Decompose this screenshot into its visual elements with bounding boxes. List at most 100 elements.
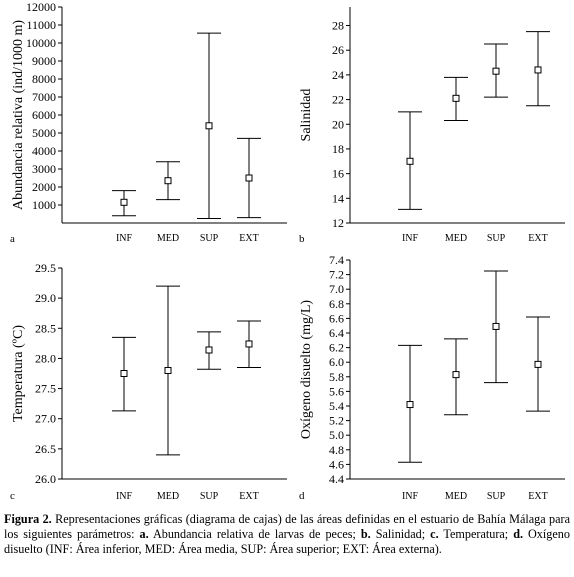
y-tick-label: 24 bbox=[332, 68, 344, 82]
panel-letter: a bbox=[10, 233, 15, 245]
x-category-label: MED bbox=[157, 491, 179, 502]
y-axis-title: Temperatura (ºC) bbox=[11, 325, 26, 422]
mean-marker-INF bbox=[120, 370, 128, 377]
y-tick-label: 28.5 bbox=[35, 321, 56, 335]
y-tick-label: 22 bbox=[332, 93, 344, 107]
mean-marker-EXT bbox=[245, 340, 253, 348]
y-axis-title: Abundancia relativa (ind/1000 m) bbox=[11, 20, 26, 210]
y-axis-title: Salinidad bbox=[299, 89, 314, 142]
y-tick-label: 26 bbox=[332, 43, 344, 57]
x-category-label: MED bbox=[445, 233, 467, 244]
y-tick-label: 29.0 bbox=[35, 291, 56, 305]
chart-panel-b: 12 14 16 18 20 22 24 26 28 INF MED SUP EXT Salinidad b bbox=[299, 7, 565, 245]
x-category-label: SUP bbox=[487, 491, 506, 502]
y-tick-label: 1000 bbox=[32, 198, 56, 212]
y-tick-label: 28 bbox=[332, 19, 344, 33]
y-tick-label: 14 bbox=[332, 191, 344, 205]
y-tick-label: 8000 bbox=[32, 72, 56, 86]
chart-panel-d: 4.44.64.85.05.25.45.65.86.06.26.46.66.87… bbox=[299, 253, 565, 502]
x-category-label: EXT bbox=[528, 491, 547, 502]
mean-marker-INF bbox=[406, 401, 414, 409]
caption-text-1: Representaciones gráficas (diagrama de c… bbox=[4, 512, 570, 541]
mean-marker-MED bbox=[164, 366, 172, 374]
y-tick-label: 6.0 bbox=[329, 355, 344, 369]
y-tick-label: 12000 bbox=[26, 0, 56, 14]
caption-key-b: b. bbox=[360, 527, 371, 541]
chart-panel-a: 1000 2000 3000 4000 5000 6000 7000 8000 9000 1000… bbox=[10, 0, 287, 245]
x-category-label: SUP bbox=[200, 491, 219, 502]
x-category-label: MED bbox=[445, 491, 467, 502]
mean-marker-SUP bbox=[492, 322, 500, 330]
mean-marker-INF bbox=[406, 157, 414, 165]
x-category-label: SUP bbox=[487, 233, 506, 244]
y-tick-label: 5.4 bbox=[329, 399, 344, 413]
x-category-label: INF bbox=[402, 233, 419, 244]
mean-marker-MED bbox=[452, 94, 460, 102]
y-tick-label: 6.2 bbox=[329, 341, 344, 355]
y-tick-label: 4.4 bbox=[329, 472, 344, 486]
y-tick-label: 11000 bbox=[26, 18, 56, 32]
caption-lead: Figura 2. bbox=[4, 512, 52, 526]
y-tick-label: 4000 bbox=[32, 144, 56, 158]
x-category-label: EXT bbox=[239, 233, 258, 244]
y-tick-label: 5000 bbox=[32, 126, 56, 140]
y-tick-label: 16 bbox=[332, 167, 344, 181]
mean-marker-EXT bbox=[534, 360, 542, 368]
y-tick-label: 28.0 bbox=[35, 351, 56, 365]
y-tick-label: 29.5 bbox=[35, 261, 56, 275]
y-tick-label: 27.5 bbox=[35, 382, 56, 396]
y-tick-label: 20 bbox=[332, 117, 344, 131]
y-tick-label: 10000 bbox=[26, 36, 56, 50]
panel-letter: c bbox=[10, 490, 15, 502]
panel-letter: d bbox=[299, 490, 305, 502]
y-tick-label: 6000 bbox=[32, 108, 56, 122]
mean-marker-INF bbox=[120, 198, 128, 206]
caption-key-d: d. bbox=[513, 527, 524, 541]
y-tick-label: 5.0 bbox=[329, 428, 344, 442]
y-tick-label: 5.8 bbox=[329, 370, 344, 384]
x-category-label: INF bbox=[116, 491, 133, 502]
y-tick-label: 9000 bbox=[32, 54, 56, 68]
mean-marker-SUP bbox=[205, 122, 213, 130]
panel-letter: b bbox=[299, 233, 305, 245]
y-tick-label: 4.6 bbox=[329, 457, 344, 471]
x-category-label: EXT bbox=[239, 491, 258, 502]
y-tick-label: 3000 bbox=[32, 162, 56, 176]
x-category-label: EXT bbox=[528, 233, 547, 244]
y-tick-label: 5.6 bbox=[329, 384, 344, 398]
y-tick-label: 6.6 bbox=[329, 311, 344, 325]
y-tick-label: 7.0 bbox=[329, 282, 344, 296]
y-tick-label: 7.4 bbox=[329, 253, 344, 267]
figure-panels: 1000 2000 3000 4000 5000 6000 7000 8000 9000 1000… bbox=[10, 0, 565, 502]
mean-marker-MED bbox=[164, 177, 172, 185]
y-tick-label: 4.8 bbox=[329, 443, 344, 457]
caption-text-3: Salinidad; bbox=[370, 527, 431, 541]
mean-marker-EXT bbox=[534, 66, 542, 74]
y-axis-title: Oxígeno disuelto (mg/L) bbox=[299, 300, 314, 440]
y-tick-label: 7000 bbox=[32, 90, 56, 104]
x-category-label: INF bbox=[116, 233, 133, 244]
caption-text-5: Oxígeno disuelto (INF: Área inferior, ME… bbox=[4, 527, 570, 556]
y-tick-label: 12 bbox=[332, 216, 344, 230]
y-tick-label: 26.0 bbox=[35, 472, 56, 486]
x-category-label: SUP bbox=[200, 233, 219, 244]
mean-marker-MED bbox=[452, 371, 460, 379]
mean-marker-EXT bbox=[245, 174, 253, 182]
mean-marker-SUP bbox=[205, 346, 213, 354]
caption-key-a: a. bbox=[139, 527, 149, 541]
caption-text-4: Temperatura; bbox=[438, 527, 514, 541]
chart-panel-c: 26.0 26.5 27.0 27.5 28.0 28.5 29.0 29.5 INF MED SU… bbox=[10, 261, 287, 502]
caption-key-c: c. bbox=[430, 527, 439, 541]
x-category-label: INF bbox=[402, 491, 419, 502]
mean-marker-SUP bbox=[492, 67, 500, 75]
y-tick-label: 26.5 bbox=[35, 442, 56, 456]
x-category-label: MED bbox=[157, 233, 179, 244]
y-tick-label: 2000 bbox=[32, 180, 56, 194]
y-tick-label: 27.0 bbox=[35, 412, 56, 426]
caption-text-2: Abundancia relativa de larvas de peces; bbox=[148, 527, 361, 541]
y-tick-label: 6.8 bbox=[329, 297, 344, 311]
y-tick-label: 7.2 bbox=[329, 268, 344, 282]
figure-caption: Figura 2. Representaciones gráficas (dia… bbox=[4, 512, 570, 557]
y-tick-label: 18 bbox=[332, 142, 344, 156]
y-tick-label: 5.2 bbox=[329, 414, 344, 428]
